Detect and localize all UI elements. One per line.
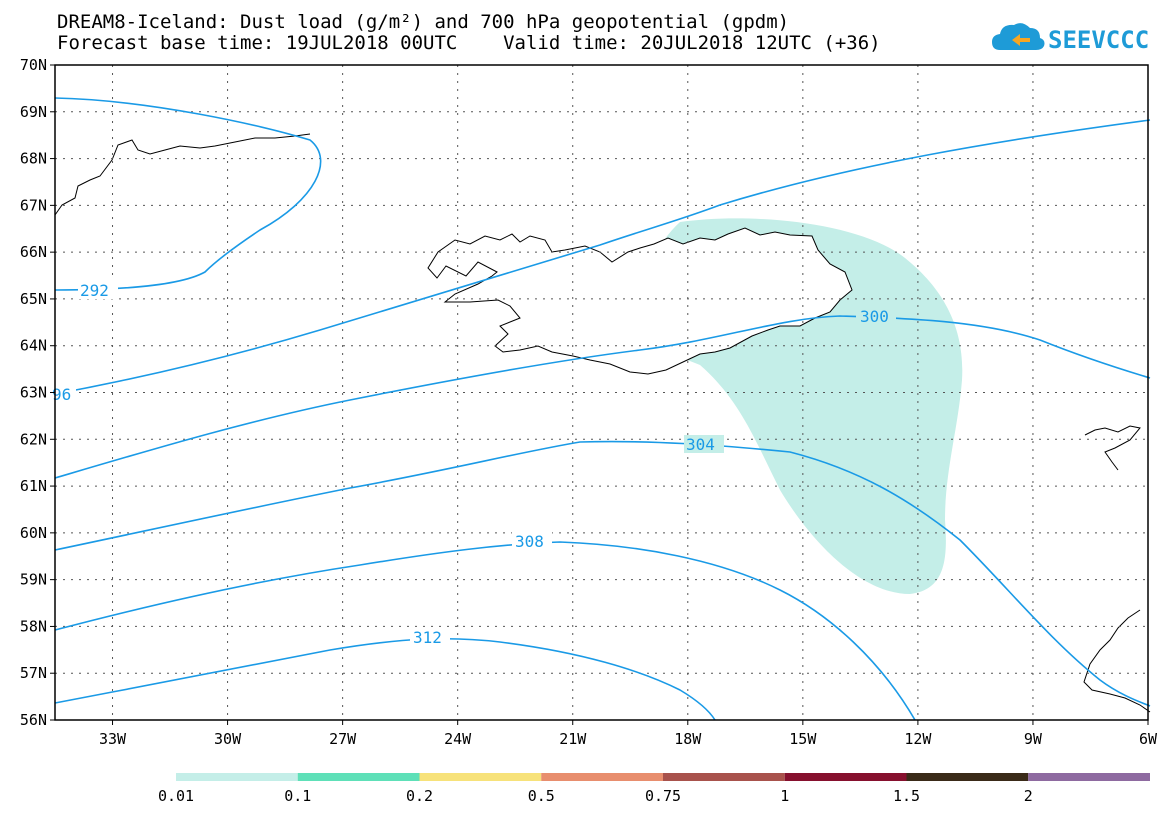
contour-label-304: 304 bbox=[686, 435, 715, 454]
contour-label-308: 308 bbox=[515, 532, 544, 551]
contour-308 bbox=[54, 541, 916, 721]
legend-label: 1.5 bbox=[893, 787, 920, 805]
lon-label: 27W bbox=[329, 730, 357, 748]
lon-label: 21W bbox=[559, 730, 587, 748]
legend-swatch bbox=[176, 773, 298, 781]
contour-312 bbox=[54, 637, 716, 721]
legend-swatch bbox=[541, 773, 663, 781]
latitude-labels: 70N 69N 68N 67N 66N 65N 64N 63N 62N 61N 60N 59N 58N 5… bbox=[20, 56, 55, 729]
legend-label: 1 bbox=[780, 787, 789, 805]
legend-label: 0.2 bbox=[406, 787, 433, 805]
lat-label: 62N bbox=[20, 430, 47, 448]
legend-label: 0.1 bbox=[284, 787, 311, 805]
contour-label-312: 312 bbox=[413, 628, 442, 647]
contour-label-292: 292 bbox=[80, 281, 109, 300]
lon-label: 33W bbox=[99, 730, 127, 748]
legend-swatch bbox=[663, 773, 785, 781]
lat-label: 68N bbox=[20, 150, 47, 168]
legend-label: 0.01 bbox=[158, 787, 194, 805]
lon-label: 30W bbox=[214, 730, 242, 748]
legend-label: 0.5 bbox=[528, 787, 555, 805]
lat-label: 66N bbox=[20, 243, 47, 261]
lon-label: 24W bbox=[444, 730, 472, 748]
lat-label: 61N bbox=[20, 477, 47, 495]
arrow-icon bbox=[1012, 34, 1030, 46]
faroe-islands bbox=[1084, 425, 1141, 471]
contour-292-a bbox=[54, 97, 322, 291]
coastlines bbox=[54, 133, 1151, 713]
lon-label: 12W bbox=[904, 730, 932, 748]
legend-label: 0.75 bbox=[645, 787, 681, 805]
geopotential-contours bbox=[54, 97, 1151, 721]
lat-label: 56N bbox=[20, 711, 47, 729]
contour-296 bbox=[54, 119, 1151, 395]
lat-label: 57N bbox=[20, 664, 47, 682]
legend-swatch bbox=[784, 773, 907, 781]
lat-label: 59N bbox=[20, 571, 47, 589]
logo-text: SEEVCCC bbox=[1048, 26, 1149, 54]
lon-label: 18W bbox=[674, 730, 702, 748]
contour-300 bbox=[54, 315, 1151, 479]
lat-label: 65N bbox=[20, 290, 47, 308]
contour-label-296: 96 bbox=[52, 385, 71, 404]
lat-label: 70N bbox=[20, 56, 47, 74]
dust-legend: 0.01 0.1 0.2 0.5 0.75 1 1.5 2 bbox=[158, 773, 1150, 805]
map-title: DREAM8-Iceland: Dust load (g/m²) and 700… bbox=[57, 11, 790, 33]
legend-swatch bbox=[906, 773, 1029, 781]
lat-label: 58N bbox=[20, 617, 47, 635]
legend-swatch bbox=[419, 773, 542, 781]
lon-label: 6W bbox=[1139, 730, 1158, 748]
legend-swatch bbox=[297, 773, 420, 781]
longitude-labels: 33W 30W 27W 24W 21W 18W 15W 12W 9W 6W bbox=[99, 720, 1158, 748]
lat-label: 67N bbox=[20, 196, 47, 214]
lat-label: 60N bbox=[20, 524, 47, 542]
lon-label: 15W bbox=[789, 730, 817, 748]
seevccc-logo: SEEVCCC bbox=[992, 23, 1149, 54]
contour-label-300: 300 bbox=[860, 307, 889, 326]
lat-label: 63N bbox=[20, 384, 47, 402]
contour-304 bbox=[54, 440, 1151, 707]
lat-lon-grid bbox=[55, 65, 1148, 720]
map-subtitle: Forecast base time: 19JUL2018 00UTC Vali… bbox=[57, 32, 881, 54]
lat-label: 64N bbox=[20, 337, 47, 355]
legend-swatch bbox=[1028, 773, 1150, 781]
norway-coast bbox=[1083, 609, 1151, 713]
contour-labels: 292 96 300 304 308 312 bbox=[52, 281, 896, 647]
legend-label: 2 bbox=[1024, 787, 1033, 805]
lon-label: 9W bbox=[1024, 730, 1043, 748]
greenland-coast bbox=[54, 133, 311, 216]
lat-label: 69N bbox=[20, 103, 47, 121]
